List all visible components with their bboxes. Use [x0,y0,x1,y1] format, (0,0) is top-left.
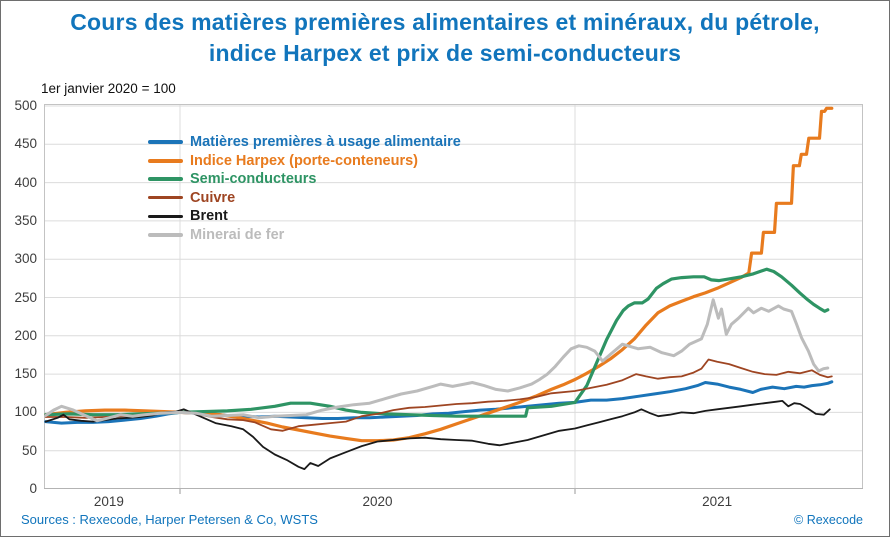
y-tick-label-400: 400 [14,174,37,190]
y-tick-label-500: 500 [14,98,37,113]
x-tick-label-2020: 2020 [362,494,393,509]
chart-title: Cours des matières premières alimentaire… [9,7,881,69]
y-tick-label-450: 450 [14,136,37,152]
chart-legend: Matières premières à usage alimentaire In… [148,133,461,244]
legend-label-food-commodities: Matières premières à usage alimentaire [190,134,461,150]
y-tick-label-50: 50 [21,442,37,458]
series-line-harpex [44,106,834,443]
legend-label-iron-ore: Minerai de fer [190,226,285,243]
legend-label-brent: Brent [190,208,228,224]
legend-label-harpex: Indice Harpex (porte-conteneurs) [190,152,419,169]
legend-item-iron-ore: Minerai de fer [148,226,461,245]
legend-item-semiconductors: Semi-conducteurs [148,170,461,189]
legend-swatch-semiconductors [148,177,183,182]
x-tick-label-2021: 2021 [702,494,733,509]
y-tick-label-250: 250 [14,289,37,305]
legend-item-brent: Brent [148,207,461,226]
chart-canvas [44,104,863,494]
legend-item-harpex: Indice Harpex (porte-conteneurs) [148,152,461,171]
legend-swatch-copper [148,196,183,200]
y-tick-label-300: 300 [14,251,37,267]
y-tick-label-100: 100 [14,404,37,420]
legend-label-semiconductors: Semi-conducteurs [190,171,317,187]
legend-swatch-iron-ore [148,232,183,237]
legend-item-copper: Cuivre [148,189,461,208]
index-base-note: 1er janvier 2020 = 100 [41,81,176,96]
x-tick-label-2019: 2019 [93,494,124,509]
legend-item-food-commodities: Matières premières à usage alimentaire [148,133,461,152]
legend-swatch-brent [148,214,183,218]
y-tick-label-200: 200 [14,327,37,343]
chart-title-line1: Cours des matières premières alimentaire… [70,9,820,35]
series-line-copper [44,358,833,432]
copyright-note: © Rexecode [794,513,863,527]
series-line-iron-ore [44,298,830,423]
legend-swatch-harpex [148,158,183,163]
y-tick-label-350: 350 [14,212,37,228]
chart-title-line2: indice Harpex et prix de semi-conducteur… [208,40,682,66]
series-line-semiconductors [44,267,830,418]
sources-note: Sources : Rexecode, Harper Petersen & Co… [21,512,318,527]
legend-swatch-food-commodities [148,140,183,145]
y-tick-label-0: 0 [29,481,37,496]
y-tick-label-150: 150 [14,366,37,382]
legend-label-copper: Cuivre [190,189,236,206]
